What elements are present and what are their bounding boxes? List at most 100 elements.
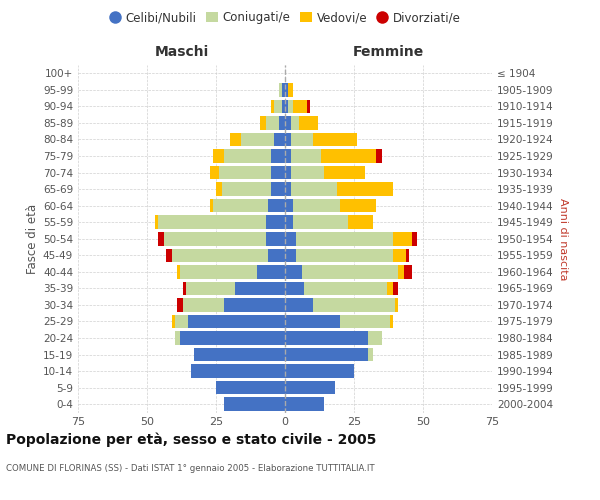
Bar <box>304 282 387 295</box>
Bar <box>266 116 280 130</box>
Bar <box>268 199 285 212</box>
Bar <box>285 132 290 146</box>
Bar <box>390 314 392 328</box>
Bar <box>185 282 235 295</box>
Bar <box>216 381 285 394</box>
Bar <box>180 332 285 345</box>
Bar <box>285 199 293 212</box>
Bar <box>398 265 404 278</box>
Bar <box>180 265 257 278</box>
Bar <box>188 314 285 328</box>
Bar <box>260 116 266 130</box>
Bar <box>211 166 219 179</box>
Bar <box>285 232 296 245</box>
Bar <box>224 398 285 411</box>
Bar <box>368 348 373 362</box>
Bar <box>271 166 285 179</box>
Bar <box>296 248 392 262</box>
Bar <box>230 132 241 146</box>
Bar <box>376 149 382 163</box>
Bar <box>392 232 412 245</box>
Bar <box>404 265 412 278</box>
Bar <box>285 298 313 312</box>
Bar <box>387 282 392 295</box>
Bar <box>183 298 224 312</box>
Bar <box>235 282 285 295</box>
Bar <box>285 398 323 411</box>
Bar <box>285 116 290 130</box>
Bar <box>285 248 296 262</box>
Bar <box>213 199 268 212</box>
Bar <box>290 132 313 146</box>
Bar <box>296 232 392 245</box>
Bar <box>285 182 290 196</box>
Bar <box>285 381 335 394</box>
Bar <box>282 100 285 113</box>
Bar <box>285 100 288 113</box>
Y-axis label: Fasce di età: Fasce di età <box>26 204 39 274</box>
Bar <box>337 182 392 196</box>
Text: Popolazione per età, sesso e stato civile - 2005: Popolazione per età, sesso e stato civil… <box>6 432 376 447</box>
Bar <box>241 132 274 146</box>
Bar <box>321 149 376 163</box>
Bar <box>340 199 376 212</box>
Bar <box>183 282 185 295</box>
Bar <box>280 116 285 130</box>
Bar <box>211 199 213 212</box>
Bar <box>282 83 285 96</box>
Bar <box>395 298 398 312</box>
Bar <box>323 166 365 179</box>
Text: Maschi: Maschi <box>154 45 209 59</box>
Bar <box>213 149 224 163</box>
Bar <box>392 282 398 295</box>
Bar <box>307 100 310 113</box>
Bar <box>285 332 368 345</box>
Bar <box>313 132 357 146</box>
Bar <box>155 216 158 229</box>
Bar <box>340 314 390 328</box>
Bar <box>164 232 266 245</box>
Bar <box>268 248 285 262</box>
Bar <box>288 83 293 96</box>
Bar <box>266 232 285 245</box>
Bar <box>224 298 285 312</box>
Bar <box>194 348 285 362</box>
Bar <box>285 83 288 96</box>
Bar <box>266 216 285 229</box>
Bar <box>293 199 340 212</box>
Bar <box>290 116 299 130</box>
Bar <box>349 216 373 229</box>
Bar <box>293 216 349 229</box>
Bar <box>175 314 188 328</box>
Bar <box>299 116 318 130</box>
Bar <box>219 166 271 179</box>
Bar <box>290 166 323 179</box>
Bar <box>172 248 268 262</box>
Bar <box>274 132 285 146</box>
Bar <box>178 265 180 278</box>
Bar <box>285 348 368 362</box>
Bar <box>302 265 398 278</box>
Bar <box>368 332 382 345</box>
Bar <box>191 364 285 378</box>
Bar <box>221 182 271 196</box>
Legend: Celibi/Nubili, Coniugati/e, Vedovi/e, Divorziati/e: Celibi/Nubili, Coniugati/e, Vedovi/e, Di… <box>104 6 466 29</box>
Bar <box>285 314 340 328</box>
Bar <box>406 248 409 262</box>
Bar <box>172 314 175 328</box>
Bar <box>271 100 274 113</box>
Bar <box>290 182 337 196</box>
Bar <box>285 166 290 179</box>
Bar <box>412 232 418 245</box>
Bar <box>158 216 266 229</box>
Y-axis label: Anni di nascita: Anni di nascita <box>557 198 568 280</box>
Bar <box>285 364 354 378</box>
Bar <box>166 248 172 262</box>
Bar <box>288 100 293 113</box>
Bar <box>280 83 282 96</box>
Bar <box>271 149 285 163</box>
Bar <box>271 182 285 196</box>
Bar <box>293 100 307 113</box>
Bar <box>285 265 302 278</box>
Bar <box>285 216 293 229</box>
